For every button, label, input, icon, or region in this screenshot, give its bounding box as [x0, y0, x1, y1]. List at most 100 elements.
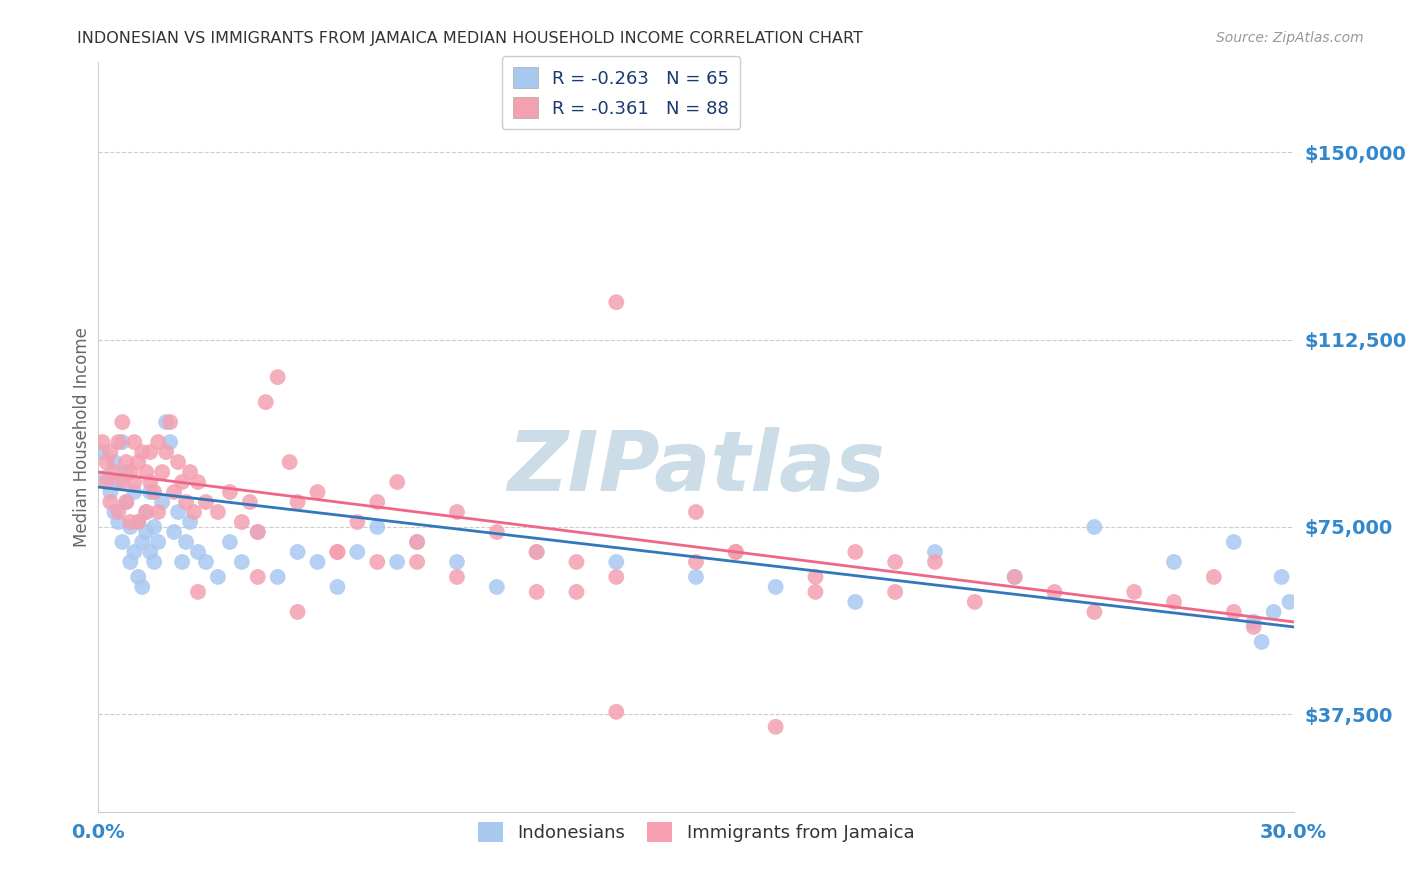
- Point: [446, 570, 468, 584]
- Legend: Indonesians, Immigrants from Jamaica: Indonesians, Immigrants from Jamaica: [468, 813, 924, 851]
- Text: ZIPatlas: ZIPatlas: [508, 426, 884, 508]
- Point: [183, 505, 205, 519]
- Point: [278, 455, 301, 469]
- Point: [96, 455, 118, 469]
- Point: [267, 370, 290, 384]
- Point: [326, 545, 349, 559]
- Point: [124, 545, 146, 559]
- Point: [267, 570, 290, 584]
- Point: [924, 555, 946, 569]
- Point: [804, 585, 827, 599]
- Point: [406, 535, 429, 549]
- Point: [155, 445, 177, 459]
- Point: [307, 485, 329, 500]
- Point: [115, 495, 138, 509]
- Point: [103, 455, 125, 469]
- Point: [765, 580, 787, 594]
- Point: [139, 445, 162, 459]
- Point: [159, 435, 181, 450]
- Point: [565, 585, 588, 599]
- Point: [124, 475, 146, 489]
- Point: [804, 570, 827, 584]
- Point: [139, 545, 162, 559]
- Point: [1163, 595, 1185, 609]
- Point: [127, 570, 149, 584]
- Point: [127, 515, 149, 529]
- Point: [884, 585, 907, 599]
- Point: [163, 524, 186, 539]
- Point: [139, 485, 162, 500]
- Point: [1243, 615, 1265, 629]
- Point: [287, 605, 309, 619]
- Point: [207, 505, 229, 519]
- Point: [239, 495, 262, 509]
- Point: [124, 485, 146, 500]
- Point: [187, 585, 209, 599]
- Point: [107, 505, 129, 519]
- Point: [187, 545, 209, 559]
- Point: [135, 465, 157, 479]
- Point: [127, 455, 149, 469]
- Point: [446, 555, 468, 569]
- Point: [246, 570, 269, 584]
- Point: [96, 470, 118, 484]
- Point: [148, 535, 170, 549]
- Point: [326, 545, 349, 559]
- Point: [167, 505, 190, 519]
- Point: [148, 505, 170, 519]
- Point: [96, 475, 118, 489]
- Point: [605, 555, 627, 569]
- Point: [115, 465, 138, 479]
- Point: [172, 475, 194, 489]
- Point: [246, 524, 269, 539]
- Point: [326, 580, 349, 594]
- Point: [1278, 595, 1301, 609]
- Point: [685, 555, 707, 569]
- Point: [120, 465, 142, 479]
- Point: [1271, 570, 1294, 584]
- Point: [346, 515, 368, 529]
- Point: [91, 445, 114, 459]
- Point: [135, 524, 157, 539]
- Point: [150, 465, 173, 479]
- Point: [366, 555, 388, 569]
- Point: [1223, 605, 1246, 619]
- Point: [724, 545, 747, 559]
- Point: [724, 545, 747, 559]
- Point: [115, 455, 138, 469]
- Point: [107, 515, 129, 529]
- Point: [120, 520, 142, 534]
- Point: [107, 435, 129, 450]
- Point: [219, 485, 242, 500]
- Point: [131, 445, 153, 459]
- Text: Source: ZipAtlas.com: Source: ZipAtlas.com: [1216, 31, 1364, 45]
- Point: [1263, 605, 1285, 619]
- Point: [1083, 520, 1105, 534]
- Point: [526, 545, 548, 559]
- Point: [565, 555, 588, 569]
- Point: [231, 515, 253, 529]
- Point: [174, 535, 197, 549]
- Point: [91, 435, 114, 450]
- Point: [1243, 620, 1265, 634]
- Point: [111, 415, 134, 429]
- Point: [485, 524, 508, 539]
- Point: [254, 395, 277, 409]
- Point: [98, 495, 122, 509]
- Point: [195, 555, 218, 569]
- Point: [685, 570, 707, 584]
- Point: [195, 495, 218, 509]
- Point: [1202, 570, 1225, 584]
- Point: [172, 555, 194, 569]
- Point: [135, 505, 157, 519]
- Point: [179, 515, 201, 529]
- Point: [1163, 555, 1185, 569]
- Point: [605, 570, 627, 584]
- Point: [207, 570, 229, 584]
- Point: [135, 505, 157, 519]
- Point: [120, 555, 142, 569]
- Point: [366, 520, 388, 534]
- Point: [107, 475, 129, 489]
- Point: [150, 495, 173, 509]
- Point: [219, 535, 242, 549]
